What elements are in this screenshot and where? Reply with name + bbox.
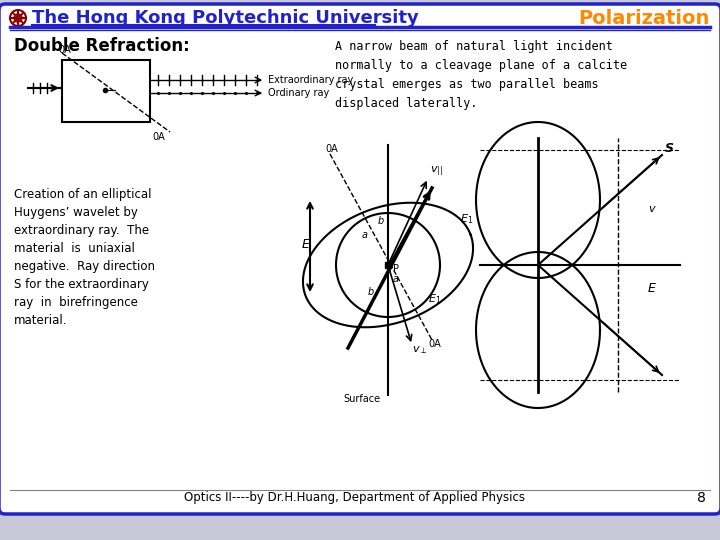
Text: Surface: Surface [343,394,381,404]
Text: A narrow beam of natural light incident
normally to a cleavage plane of a calcit: A narrow beam of natural light incident … [335,40,627,110]
Text: b: b [368,287,374,297]
Text: 8: 8 [697,491,706,505]
Text: S: S [665,142,674,155]
Text: The Hong Kong Polytechnic University: The Hong Kong Polytechnic University [32,9,419,27]
Text: Extraordinary ray: Extraordinary ray [268,75,354,85]
Text: a: a [362,230,368,240]
Text: $E_1$: $E_1$ [460,212,473,226]
Text: b: b [378,216,384,226]
Text: Polarization: Polarization [579,9,710,28]
Text: P: P [393,264,399,274]
Text: 0A: 0A [325,144,338,154]
Text: 0A: 0A [428,339,441,349]
Text: $E_1$: $E_1$ [428,292,441,306]
Text: Creation of an elliptical
Huygens’ wavelet by
extraordinary ray.  The
material  : Creation of an elliptical Huygens’ wavel… [14,188,155,327]
Text: a: a [393,274,399,284]
FancyBboxPatch shape [0,4,720,514]
Text: Ordinary ray: Ordinary ray [268,88,329,98]
Bar [6,10,714,30]
Text: E: E [302,238,310,251]
Bar [62,60,150,122]
Text: 0A: 0A [152,132,165,142]
Text: 0A: 0A [58,45,71,55]
Text: E: E [648,282,656,295]
Text: Double Refraction:: Double Refraction: [14,37,190,55]
Text: $v_{||}$: $v_{||}$ [430,164,443,178]
Text: Optics II----by Dr.H.Huang, Department of Applied Physics: Optics II----by Dr.H.Huang, Department o… [184,491,526,504]
Text: v: v [648,204,654,214]
Text: $v_{\perp}$: $v_{\perp}$ [412,344,427,356]
